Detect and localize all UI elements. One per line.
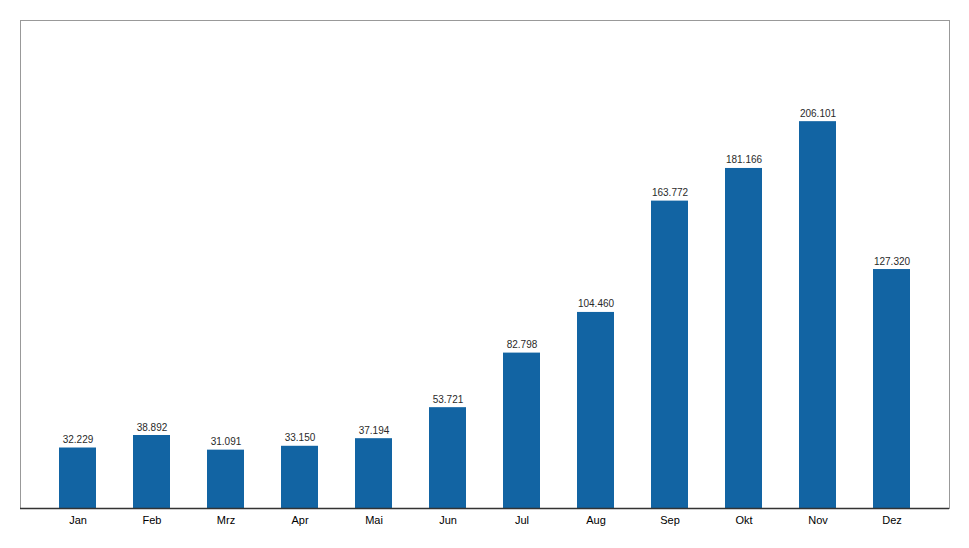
- svg-text:31.091: 31.091: [211, 436, 242, 447]
- svg-text:Mai: Mai: [365, 514, 383, 526]
- svg-text:53.721: 53.721: [433, 394, 464, 405]
- svg-text:Jul: Jul: [515, 514, 529, 526]
- svg-text:32.229: 32.229: [63, 434, 94, 445]
- svg-text:Mrz: Mrz: [217, 514, 235, 526]
- svg-text:Dez: Dez: [882, 514, 902, 526]
- svg-text:Nov: Nov: [808, 514, 828, 526]
- svg-text:37.194: 37.194: [359, 425, 390, 436]
- svg-text:163.772: 163.772: [652, 187, 689, 198]
- svg-text:Apr: Apr: [291, 514, 308, 526]
- svg-text:Aug: Aug: [586, 514, 606, 526]
- svg-text:Feb: Feb: [143, 514, 162, 526]
- svg-text:Okt: Okt: [735, 514, 752, 526]
- svg-text:206.101: 206.101: [800, 108, 837, 119]
- svg-text:Jun: Jun: [439, 514, 457, 526]
- svg-text:33.150: 33.150: [285, 432, 316, 443]
- svg-text:Sep: Sep: [660, 514, 680, 526]
- svg-text:104.460: 104.460: [578, 298, 615, 309]
- svg-text:181.166: 181.166: [726, 154, 763, 165]
- svg-text:127.320: 127.320: [874, 256, 911, 267]
- svg-text:Jan: Jan: [69, 514, 87, 526]
- svg-text:82.798: 82.798: [507, 339, 538, 350]
- svg-text:38.892: 38.892: [137, 422, 168, 433]
